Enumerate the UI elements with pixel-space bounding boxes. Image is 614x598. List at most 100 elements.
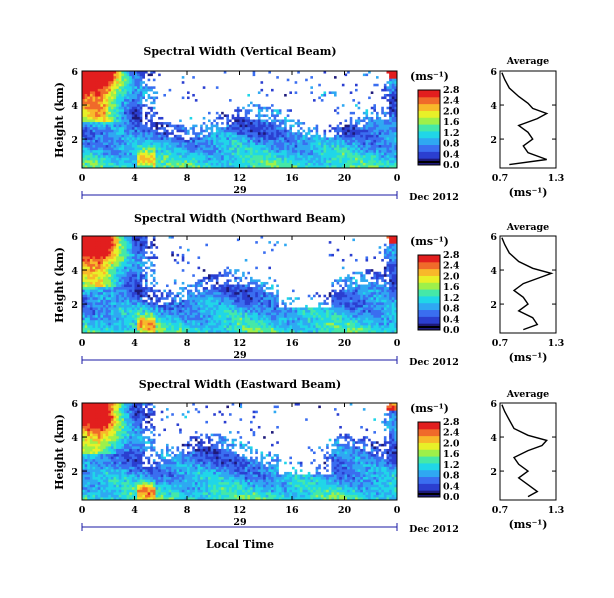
heatmap-cell bbox=[205, 116, 209, 120]
heatmap-cell bbox=[184, 124, 188, 128]
heatmap-cell bbox=[386, 119, 390, 123]
heatmap-cell bbox=[276, 104, 280, 108]
heatmap-cell bbox=[247, 165, 251, 169]
heatmap-cell bbox=[357, 106, 361, 110]
heatmap-cell bbox=[341, 122, 345, 125]
heatmap-cell bbox=[147, 134, 151, 138]
heatmap-cell bbox=[100, 236, 104, 239]
heatmap-cell bbox=[197, 86, 201, 90]
heatmap-cell bbox=[171, 111, 175, 115]
heatmap-cell bbox=[357, 91, 361, 95]
heatmap-cell bbox=[234, 88, 238, 92]
heatmap-cell bbox=[268, 116, 272, 120]
heatmap-cell bbox=[323, 127, 327, 131]
heatmap-cell bbox=[100, 132, 104, 136]
heatmap-cell bbox=[386, 150, 390, 154]
heatmap-cell bbox=[292, 104, 296, 108]
heatmap-cell bbox=[82, 132, 86, 136]
heatmap-cell bbox=[318, 127, 322, 131]
heatmap-cell bbox=[176, 93, 180, 97]
heatmap-cell bbox=[194, 157, 198, 161]
heatmap-cell bbox=[286, 152, 290, 156]
heatmap-cell bbox=[197, 132, 201, 136]
heatmap-cell bbox=[92, 269, 96, 273]
heatmap-cell bbox=[134, 132, 138, 136]
heatmap-cell bbox=[373, 155, 377, 159]
heatmap-cell bbox=[320, 155, 324, 159]
heatmap-cell bbox=[92, 155, 96, 159]
heatmap-cell bbox=[158, 134, 162, 138]
heatmap-cell bbox=[391, 124, 395, 128]
colorbar-swatch bbox=[418, 130, 440, 139]
heatmap-cell bbox=[139, 83, 143, 87]
heatmap-cell bbox=[231, 71, 235, 74]
heatmap-cell bbox=[173, 155, 177, 159]
heatmap-cell bbox=[208, 165, 212, 169]
heatmap-cell bbox=[129, 96, 133, 100]
heatmap-cell bbox=[349, 122, 353, 125]
heatmap-cell bbox=[313, 134, 317, 138]
heatmap-cell bbox=[95, 274, 99, 278]
x-tick-label: 4 bbox=[131, 173, 138, 184]
heatmap-cell bbox=[179, 76, 183, 80]
heatmap-cell bbox=[168, 91, 172, 95]
heatmap-cell bbox=[97, 150, 101, 154]
heatmap-cell bbox=[181, 101, 185, 105]
heatmap-cell bbox=[95, 236, 99, 239]
heatmap-cell bbox=[113, 109, 117, 113]
heatmap-cell bbox=[166, 155, 170, 159]
heatmap-cell bbox=[339, 76, 343, 80]
heatmap-cell bbox=[82, 99, 86, 103]
heatmap-cell bbox=[242, 76, 246, 80]
heatmap-cell bbox=[278, 160, 282, 164]
heatmap-cell bbox=[394, 106, 398, 110]
heatmap-cell bbox=[383, 150, 387, 154]
heatmap-cell bbox=[134, 78, 138, 82]
heatmap-cell bbox=[344, 71, 348, 74]
heatmap-cell bbox=[100, 152, 104, 156]
heatmap-cell bbox=[92, 310, 96, 313]
heatmap-cell bbox=[89, 284, 93, 288]
heatmap-cell bbox=[331, 145, 335, 148]
heatmap-cell bbox=[310, 122, 314, 125]
heatmap-cell bbox=[139, 71, 143, 74]
heatmap-cell bbox=[355, 137, 359, 141]
heatmap-cell bbox=[284, 109, 288, 113]
heatmap-cell bbox=[278, 81, 282, 85]
heatmap-cell bbox=[142, 76, 146, 80]
heatmap-cell bbox=[103, 307, 107, 311]
heatmap-cell bbox=[129, 83, 133, 87]
heatmap-cell bbox=[378, 93, 382, 97]
heatmap-cell bbox=[305, 81, 309, 85]
heatmap-cell bbox=[265, 111, 269, 115]
heatmap-cell bbox=[326, 83, 330, 87]
heatmap-cell bbox=[284, 104, 288, 108]
heatmap-cell bbox=[299, 116, 303, 120]
heatmap-cell bbox=[155, 137, 159, 141]
heatmap-cell bbox=[103, 129, 107, 133]
heatmap-cell bbox=[229, 109, 233, 113]
heatmap-cell bbox=[323, 137, 327, 141]
heatmap-cell bbox=[89, 145, 93, 148]
heatmap-cell bbox=[103, 310, 107, 313]
heatmap-cell bbox=[210, 129, 214, 133]
heatmap-cell bbox=[378, 73, 382, 77]
heatmap-cell bbox=[328, 127, 332, 131]
heatmap-cell bbox=[95, 253, 99, 257]
heatmap-cell bbox=[176, 137, 180, 141]
heatmap-cell bbox=[142, 114, 146, 118]
heatmap-cell bbox=[139, 76, 143, 80]
heatmap-cell bbox=[184, 165, 188, 169]
heatmap-cell bbox=[163, 152, 167, 156]
heatmap-cell bbox=[328, 71, 332, 74]
heatmap-cell bbox=[95, 104, 99, 108]
heatmap-cell bbox=[341, 73, 345, 77]
heatmap-cell bbox=[326, 134, 330, 138]
heatmap-cell bbox=[276, 109, 280, 113]
heatmap-cell bbox=[100, 276, 104, 280]
heatmap-cell bbox=[336, 91, 340, 95]
heatmap-cell bbox=[349, 129, 353, 133]
heatmap-cell bbox=[131, 137, 135, 141]
heatmap-cell bbox=[383, 86, 387, 90]
